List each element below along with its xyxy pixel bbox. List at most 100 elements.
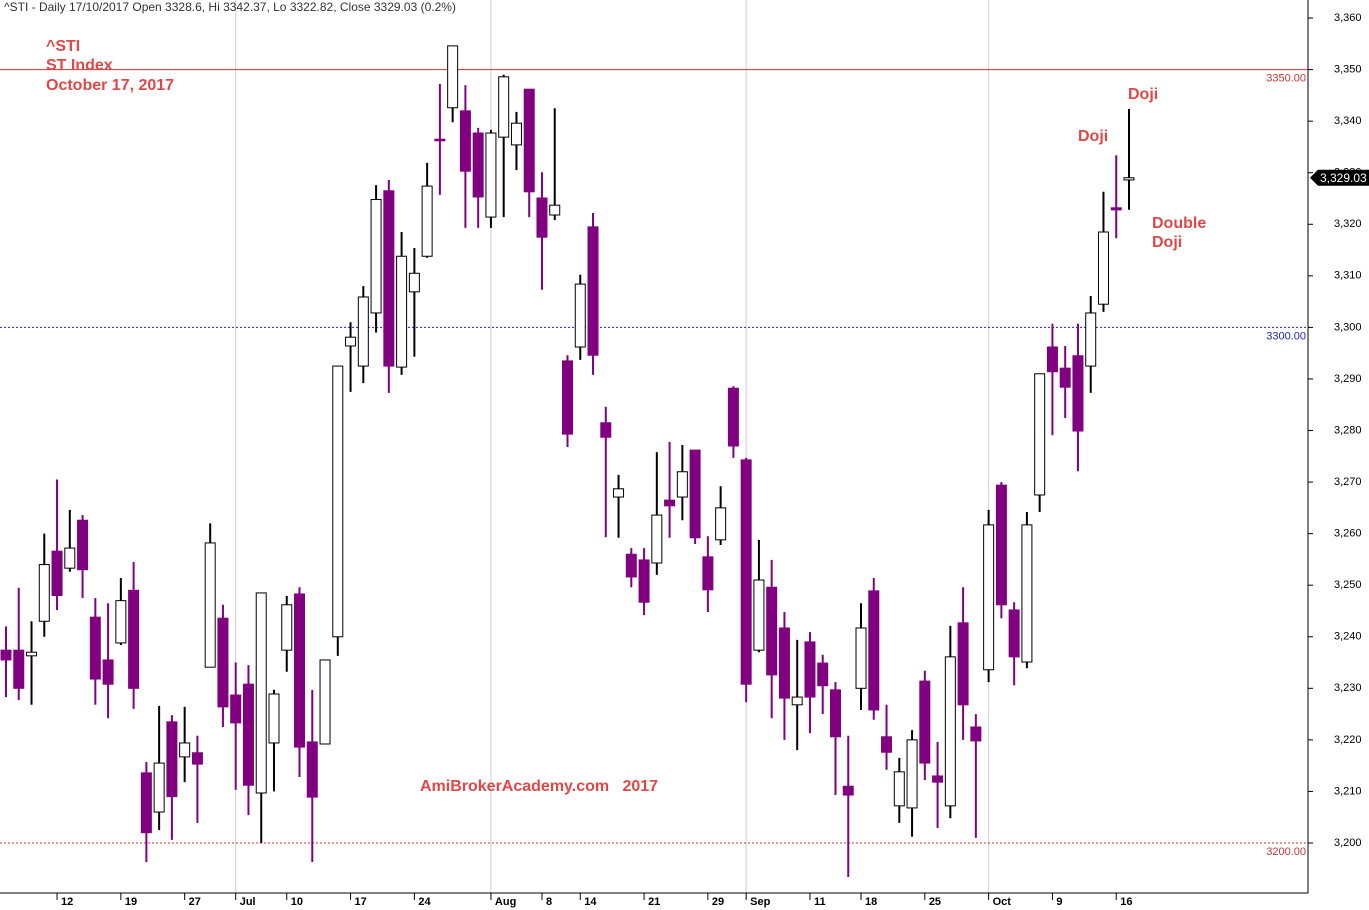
- candle-body: [957, 622, 969, 706]
- candle-body: [613, 488, 625, 498]
- candle-body: [51, 550, 63, 597]
- candle-body: [740, 459, 752, 685]
- x-tick-label: 19: [125, 896, 137, 908]
- candle-body: [791, 696, 803, 706]
- candle-body: [115, 600, 127, 644]
- y-tick-label: 3,290: [1334, 373, 1362, 385]
- candle-body: [166, 721, 178, 798]
- candle-body: [868, 590, 880, 711]
- price-tag: [1310, 169, 1369, 186]
- candle-body: [855, 627, 867, 689]
- y-tick-label: 3,310: [1334, 270, 1362, 282]
- candle-body: [510, 122, 522, 146]
- x-tick-label: Aug: [495, 896, 516, 908]
- candle-body: [408, 272, 420, 293]
- candle-body: [995, 484, 1007, 606]
- y-tick-label: 3,260: [1334, 528, 1362, 540]
- x-tick-label: Oct: [993, 896, 1012, 908]
- candle-body: [472, 132, 484, 198]
- y-tick-label: 3,320: [1334, 218, 1362, 230]
- candle-body: [345, 336, 357, 347]
- y-tick-label: 3,270: [1334, 476, 1362, 488]
- candle-body: [1072, 355, 1084, 432]
- candle-body: [817, 662, 829, 687]
- x-tick-label: 9: [1056, 896, 1062, 908]
- candle-body: [638, 559, 650, 603]
- candle-body: [829, 689, 841, 738]
- y-tick-label: 3,360: [1334, 12, 1362, 24]
- candle-body: [396, 255, 408, 368]
- candle-body: [498, 76, 510, 138]
- candle-body: [230, 694, 242, 724]
- annotation: ST Index: [46, 57, 113, 74]
- candle-body: [778, 627, 790, 699]
- x-tick-label: 29: [712, 896, 724, 908]
- candle-body: [294, 593, 306, 748]
- candle-body: [102, 659, 114, 685]
- x-tick-label: 10: [291, 896, 303, 908]
- candle-body: [217, 617, 229, 708]
- candle-body: [0, 649, 12, 661]
- candle-body: [842, 785, 854, 796]
- x-tick-label: 12: [61, 896, 73, 908]
- candle-body: [1110, 207, 1122, 211]
- candle-body: [664, 499, 676, 507]
- candle-body: [38, 564, 50, 622]
- candle-body: [919, 680, 931, 764]
- candle-body: [600, 422, 612, 438]
- level-label: 3350.00: [1266, 73, 1306, 85]
- candle-body: [204, 542, 216, 668]
- y-tick-label: 3,340: [1334, 115, 1362, 127]
- candle-body: [689, 449, 701, 539]
- y-tick-label: 3,210: [1334, 785, 1362, 797]
- candle-body: [1059, 367, 1071, 388]
- candle-body: [1097, 231, 1109, 305]
- level-label: 3200.00: [1266, 846, 1306, 858]
- candle-body: [702, 556, 714, 591]
- x-tick-label: 14: [584, 896, 597, 908]
- annotation: ^STI: [46, 38, 80, 55]
- annotation: Doji: [1128, 86, 1158, 103]
- candle-body: [370, 199, 382, 314]
- candle-body: [255, 592, 267, 794]
- candle-body: [766, 586, 778, 676]
- x-tick-label: 24: [418, 896, 431, 908]
- annotation: October 17, 2017: [46, 77, 174, 94]
- candle-body: [893, 771, 905, 807]
- x-tick-label: 16: [1120, 896, 1132, 908]
- levels-layer: 3350.00 3300.00 3200.00: [0, 69, 1308, 858]
- x-tick-label: 21: [648, 896, 660, 908]
- candle-body: [242, 683, 254, 786]
- candle-body: [421, 185, 433, 257]
- candle-body: [562, 360, 573, 435]
- candle-body: [804, 641, 816, 698]
- candle-body: [587, 226, 599, 356]
- candle-body: [1021, 524, 1033, 663]
- candle-body: [549, 204, 561, 216]
- y-tick-label: 3,230: [1334, 682, 1362, 694]
- candle-body: [944, 656, 956, 807]
- candle-body: [676, 471, 688, 498]
- x-tick-label: 18: [865, 896, 877, 908]
- x-tick-label: 25: [929, 896, 941, 908]
- candle-body: [459, 110, 471, 172]
- candle-body: [77, 519, 89, 571]
- level-label: 3300.00: [1266, 330, 1306, 342]
- annotation: Double: [1152, 215, 1206, 232]
- candle-body: [306, 741, 318, 798]
- y-tick-label: 3,240: [1334, 631, 1362, 643]
- candle-body: [881, 736, 893, 753]
- candle-body: [536, 197, 548, 238]
- candle-body: [128, 589, 140, 689]
- candle-body: [179, 742, 191, 758]
- chart-title: ^STI - Daily 17/10/2017 Open 3328.6, Hi …: [4, 0, 456, 14]
- candle-body: [140, 772, 152, 834]
- x-tick-label: 17: [355, 896, 367, 908]
- candle-body: [357, 296, 369, 367]
- candle-body: [1046, 346, 1058, 373]
- candle-body: [1008, 609, 1020, 658]
- candle-body: [268, 693, 280, 744]
- candle-body: [447, 45, 459, 109]
